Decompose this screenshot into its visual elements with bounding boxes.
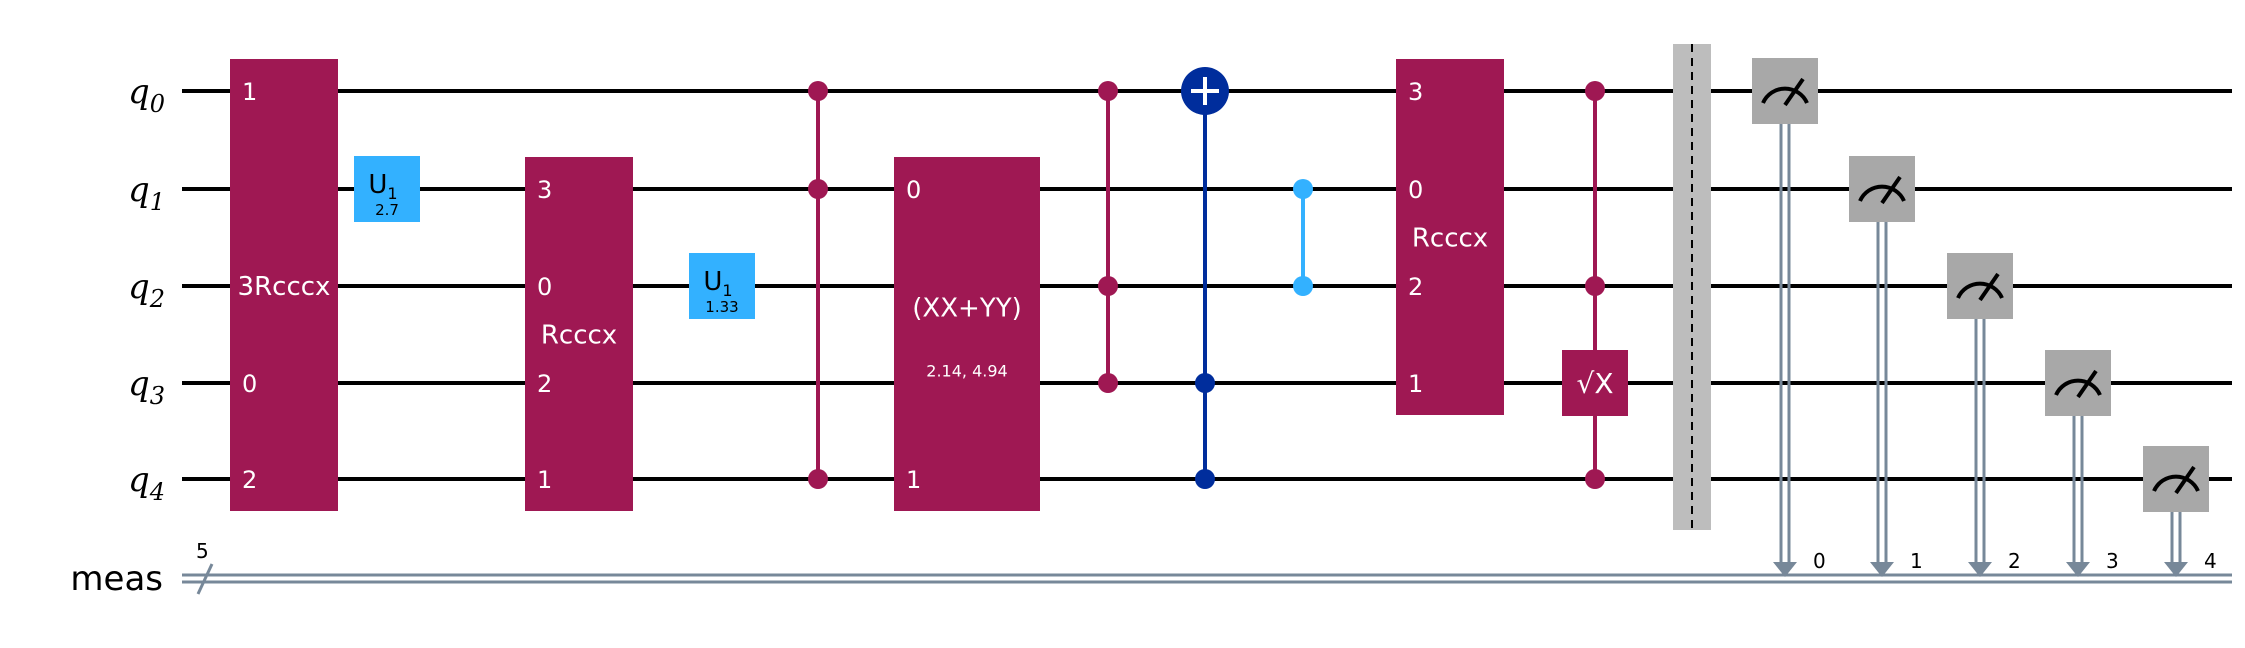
qubit-label-subscript-0: 0 — [150, 90, 165, 118]
qubit-label-3: q3 — [128, 364, 165, 410]
gate-pin-label: 2 — [1408, 273, 1423, 301]
qubit-label-0: q0 — [128, 72, 165, 118]
gate-pin-label: 0 — [242, 370, 257, 398]
control-dot — [1293, 276, 1313, 296]
u1-gate-parameter: 2.7 — [375, 201, 399, 219]
measure-bit-index: 0 — [1813, 549, 1826, 573]
gate-pin-label: 2 — [537, 370, 552, 398]
measure-gate-box — [2143, 446, 2209, 512]
qubit-label-subscript-3: 3 — [150, 382, 165, 410]
gate-pin-label: 2 — [242, 466, 257, 494]
measure-arrow-head — [1968, 562, 1992, 577]
meter-needle-icon — [1783, 77, 1805, 107]
u1-gate-subscript: 1 — [722, 281, 732, 300]
measure-gate-box — [2045, 350, 2111, 416]
gate-pin-label: 1 — [537, 466, 552, 494]
sqrt-x-gate-box — [1562, 350, 1628, 416]
register-labels: q0 q1 q2 q3 q4 meas 5 — [70, 72, 208, 599]
gate-pin-label: 0 — [906, 176, 921, 204]
gate-pin-label: 0 — [537, 273, 552, 301]
measure-arrow-head — [2164, 562, 2188, 577]
control-dot — [1195, 469, 1215, 489]
gate-label: Rcccx — [541, 321, 617, 351]
multi-qubit-gate-box — [525, 157, 633, 511]
u1-gate-subscript: 1 — [387, 184, 397, 203]
measure-arrow-head — [1870, 562, 1894, 577]
gates-layer: 1023RcccxU12.73021RcccxU11.3301(XX+YY)2.… — [230, 44, 2217, 577]
control-dot — [1195, 373, 1215, 393]
multi-qubit-gate-box — [1396, 59, 1504, 415]
classical-register-label: meas — [70, 559, 163, 599]
gate-pin-label: 3 — [1408, 78, 1423, 106]
multi-qubit-gate-box — [230, 59, 338, 511]
meter-needle-icon — [1978, 272, 2000, 302]
qubit-label-subscript-4: 4 — [149, 478, 165, 506]
classical-bundle-slash — [196, 563, 214, 595]
gate-label: Rcccx — [1412, 224, 1488, 254]
gate-pin-label: 0 — [1408, 176, 1423, 204]
gate-label: 3Rcccx — [238, 272, 331, 302]
gate-pin-label: 1 — [1408, 370, 1423, 398]
u1-gate-box — [689, 253, 755, 319]
measure-gate-box — [1849, 156, 1915, 222]
gate-parameter: 2.14, 4.94 — [926, 362, 1007, 381]
meter-needle-icon — [1880, 175, 1902, 205]
control-dot — [808, 81, 828, 101]
meter-needle-icon — [2076, 369, 2098, 399]
measure-gate-box — [1752, 58, 1818, 124]
u1-gate-parameter: 1.33 — [705, 298, 738, 316]
gate-pin-label: 1 — [242, 78, 257, 106]
meter-arc-icon — [2152, 474, 2200, 492]
control-dot — [1585, 276, 1605, 296]
gate-pin-label: 3 — [537, 176, 552, 204]
gate-label: (XX+YY) — [912, 294, 1021, 324]
sqrt-x-gate-label: √X — [1576, 367, 1613, 400]
control-dot — [1098, 81, 1118, 101]
measure-bit-index: 1 — [1910, 549, 1923, 573]
u1-gate-box — [354, 156, 420, 222]
gate-pin-label: 1 — [906, 466, 921, 494]
control-dot — [1098, 373, 1118, 393]
meter-arc-icon — [1858, 184, 1906, 202]
control-dot — [1293, 179, 1313, 199]
control-dot — [808, 179, 828, 199]
meter-arc-icon — [2054, 378, 2102, 396]
measure-arrow-head — [1773, 562, 1797, 577]
control-dot — [1585, 81, 1605, 101]
qubit-label-subscript-2: 2 — [149, 285, 165, 313]
qubit-label-subscript-1: 1 — [150, 188, 165, 216]
qubit-label-2: q2 — [128, 267, 165, 313]
qubit-label-4: q4 — [128, 460, 165, 506]
measure-bit-index: 2 — [2008, 549, 2021, 573]
control-dot — [808, 469, 828, 489]
classical-register-size: 5 — [196, 539, 209, 563]
meter-arc-icon — [1761, 86, 1809, 104]
measure-gate-box — [1947, 253, 2013, 319]
meter-needle-icon — [2174, 465, 2196, 495]
control-dot — [1585, 469, 1605, 489]
measure-arrow-head — [2066, 562, 2090, 577]
qubit-label-1: q1 — [128, 170, 165, 216]
measure-bit-index: 3 — [2106, 549, 2119, 573]
meter-arc-icon — [1956, 281, 2004, 299]
measure-bit-index: 4 — [2204, 549, 2217, 573]
multi-qubit-gate-box — [894, 157, 1040, 511]
control-dot — [1098, 276, 1118, 296]
